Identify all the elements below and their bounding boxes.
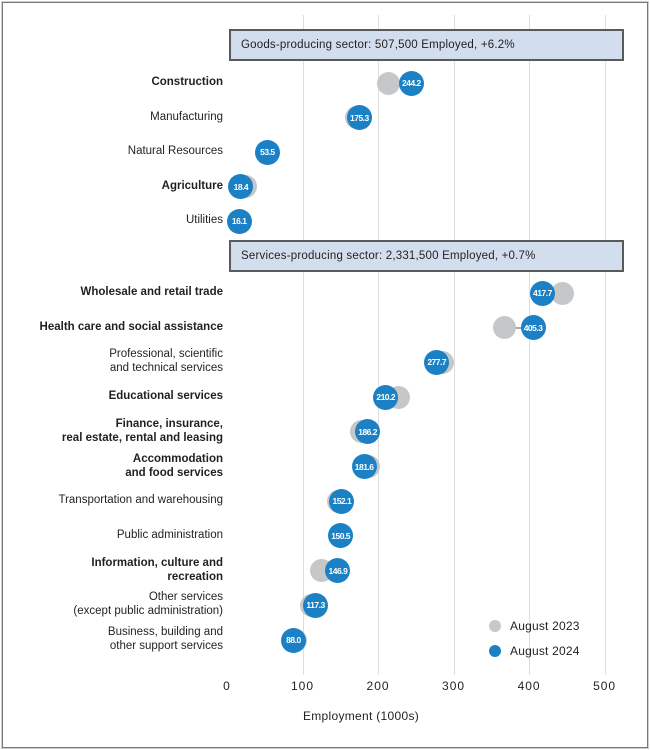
dot-aug-2024: 150.5 [328, 523, 354, 549]
category-label-line: Transportation and warehousing [58, 494, 223, 507]
x-axis-title: Employment (1000s) [302, 709, 420, 723]
goods-sector-header-text: Goods-producing sector: 507,500 Employed… [241, 39, 515, 51]
category-label-line: Natural Resources [127, 145, 223, 157]
gridline-500 [604, 15, 606, 675]
category-label-line: Professional, scientific [109, 348, 223, 361]
category-label: Information, culture and recreation [11, 556, 223, 584]
dot-value-label: 150.5 [331, 530, 351, 541]
dot-value-label: 175.3 [349, 112, 369, 123]
dot-value-label: 18.4 [233, 181, 249, 192]
dot-plot-chart: Goods-producing sector: 507,500 Employed… [3, 3, 647, 747]
dot-value-label: 417.7 [533, 288, 552, 298]
dot-value-label: 88.0 [286, 635, 301, 645]
dot-aug-2024: 18.4 [228, 174, 254, 199]
connector-line [504, 326, 534, 329]
category-label-line: recreation [167, 570, 223, 583]
x-tick-label-300: 300 [442, 679, 466, 693]
category-label-line: and technical services [109, 362, 223, 375]
category-label: Transportation and warehousing [11, 493, 223, 507]
gridline-400 [529, 15, 531, 675]
dot-value-label: 277.7 [427, 357, 447, 368]
category-label-line: (except public administration) [73, 605, 223, 618]
category-label: Professional, scientific and technical se… [11, 347, 223, 375]
dot-value-label: 53.5 [260, 147, 275, 157]
dot-aug-2023 [377, 71, 401, 95]
category-label: Public administration [11, 528, 223, 542]
category-label: Wholesale and retail trade [11, 285, 223, 299]
category-label-line: and food services [125, 466, 223, 479]
category-label-line: real estate, rental and leasing [61, 431, 223, 444]
category-label-line: other support services [109, 640, 223, 652]
x-tick-label-400: 400 [517, 679, 541, 693]
aug-2024-dot-icon [489, 644, 501, 657]
category-label: Natural Resources [11, 144, 223, 158]
category-label-line: Finance, insurance, [115, 417, 223, 430]
dot-value-label: 152.1 [332, 496, 352, 507]
gridline-300 [453, 15, 455, 675]
category-label-line: Agriculture [161, 179, 223, 192]
category-label: Health care and social assistance [11, 320, 223, 334]
category-label-line: Educational services [108, 390, 223, 403]
dot-aug-2023 [492, 316, 516, 340]
legend-item-aug-2024: August 2024 [489, 638, 580, 663]
dot-aug-2024: 175.3 [346, 105, 372, 130]
dot-aug-2024: 88.0 [280, 627, 306, 653]
category-label: Other services (except public administrat… [11, 590, 223, 618]
category-label-line: Business, building and [107, 626, 223, 638]
x-tick-label-0: 0 [223, 679, 231, 693]
category-label: Construction [11, 75, 223, 89]
category-label-line: Public administration [116, 528, 223, 541]
dot-value-label: 244.2 [402, 78, 421, 88]
dot-value-label: 210.2 [376, 392, 396, 403]
dot-value-label: 117.3 [306, 600, 325, 611]
category-label-line: Other services [148, 591, 223, 604]
dot-aug-2024: 152.1 [329, 488, 355, 514]
legend-item-aug-2023: August 2023 [489, 613, 580, 638]
goods-sector-header: Goods-producing sector: 507,500 Employed… [229, 29, 624, 61]
category-label: Agriculture [11, 179, 223, 193]
dot-value-label: 186.2 [358, 426, 377, 437]
legend: August 2023 August 2024 [489, 613, 580, 663]
dot-aug-2024: 417.7 [529, 280, 555, 306]
legend-label-aug-2023: August 2023 [510, 618, 580, 633]
category-label: Manufacturing [11, 110, 223, 124]
category-label: Accommodation and food services [11, 452, 223, 480]
x-tick-label-500: 500 [593, 679, 617, 693]
category-label: Educational services [11, 389, 223, 403]
dot-aug-2024: 244.2 [398, 70, 424, 96]
x-tick-label-100: 100 [291, 679, 315, 693]
x-tick-label-200: 200 [366, 679, 390, 693]
dot-aug-2024: 405.3 [520, 315, 546, 341]
dot-aug-2024: 16.1 [226, 208, 252, 234]
dot-value-label: 146.9 [328, 565, 348, 576]
category-label-line: Manufacturing [150, 110, 223, 123]
dot-aug-2024: 146.9 [325, 558, 351, 584]
category-label-line: Information, culture and [91, 556, 223, 569]
category-label-line: Utilities [185, 214, 223, 226]
dot-aug-2024: 53.5 [254, 139, 280, 165]
dot-aug-2024: 117.3 [303, 592, 329, 618]
dot-aug-2024: 210.2 [373, 384, 399, 410]
dot-aug-2023 [550, 281, 574, 305]
category-label-line: Accommodation [132, 452, 223, 465]
dot-value-label: 405.3 [523, 322, 543, 333]
dot-aug-2024: 277.7 [424, 349, 450, 375]
services-sector-header-text: Services-producing sector: 2,331,500 Emp… [241, 250, 536, 262]
category-label-line: Health care and social assistance [39, 320, 223, 333]
dot-aug-2024: 186.2 [355, 419, 381, 445]
dot-value-label: 16.1 [231, 216, 247, 226]
dot-aug-2024: 181.6 [351, 454, 377, 479]
services-sector-header: Services-producing sector: 2,331,500 Emp… [229, 240, 624, 272]
legend-label-aug-2024: August 2024 [510, 643, 580, 658]
gridline-200 [378, 15, 380, 675]
category-label-line: Construction [151, 76, 223, 88]
dot-value-label: 181.6 [354, 461, 374, 472]
category-label-line: Wholesale and retail trade [80, 286, 223, 298]
category-label: Business, building and other support serv… [11, 625, 223, 653]
aug-2023-dot-icon [489, 619, 501, 632]
gridline-100 [302, 15, 304, 675]
category-label: Utilities [11, 213, 223, 227]
category-label: Finance, insurance, real estate, rental a… [11, 417, 223, 445]
